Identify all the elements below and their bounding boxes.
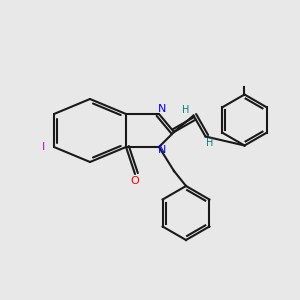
Text: I: I xyxy=(42,142,45,152)
Text: N: N xyxy=(158,104,166,115)
Text: O: O xyxy=(130,176,140,187)
Text: H: H xyxy=(206,138,214,148)
Text: H: H xyxy=(182,105,190,115)
Text: N: N xyxy=(158,145,166,155)
